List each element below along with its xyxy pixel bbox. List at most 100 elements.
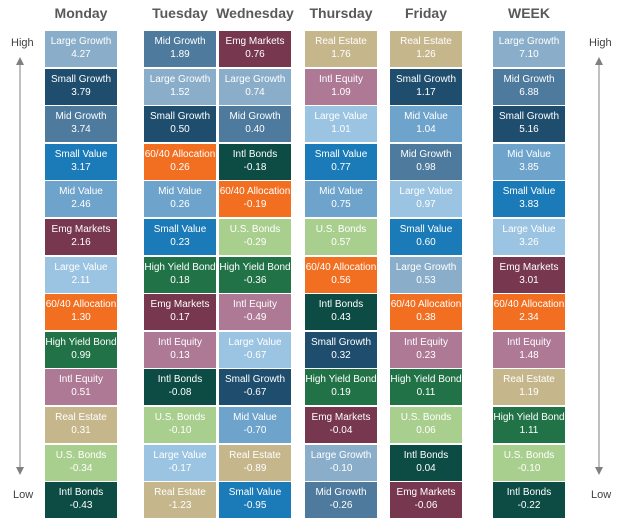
cell-thursday-5: Mid Value 0.75: [305, 181, 377, 218]
asset-name: 60/40 Allocation: [144, 148, 216, 160]
asset-name: Intl Bonds: [232, 148, 278, 160]
return-value: 1.17: [416, 86, 436, 98]
return-value: 0.53: [416, 274, 436, 286]
return-value: -0.29: [243, 237, 267, 248]
return-value: 6.88: [519, 86, 539, 98]
cell-wednesday-1: Emg Markets 0.76: [219, 31, 291, 67]
return-value: -0.95: [243, 500, 267, 512]
return-value: -0.17: [168, 462, 192, 474]
asset-name: Intl Equity: [233, 299, 277, 311]
return-value: 0.77: [331, 161, 351, 173]
cell-friday-11: U.S. Bonds 0.06: [390, 407, 462, 443]
cell-friday-9: Intl Equity 0.23: [390, 331, 462, 368]
cell-wednesday-11: Mid Value -0.70: [219, 407, 291, 443]
cell-week-4: Mid Value 3.85: [493, 143, 565, 180]
cell-week-11: High Yield Bond 1.11: [493, 407, 565, 443]
asset-name: Real Estate: [503, 374, 555, 386]
cell-tuesday-8: Emg Markets 0.17: [144, 294, 216, 331]
asset-name: Small Growth: [224, 374, 285, 386]
cell-friday-10: High Yield Bond 0.11: [390, 369, 462, 406]
asset-name: Emg Markets: [51, 224, 111, 235]
asset-name: Small Growth: [310, 336, 371, 348]
high-label-right: High: [589, 37, 612, 49]
return-value: 0.56: [331, 274, 351, 286]
asset-name: Small Growth: [498, 111, 559, 123]
asset-name: High Yield Bond: [305, 374, 377, 386]
cell-friday-3: Mid Value 1.04: [390, 106, 462, 143]
asset-name: Intl Bonds: [157, 374, 203, 386]
asset-name: Mid Value: [507, 148, 551, 160]
cell-tuesday-3: Small Growth 0.50: [144, 106, 216, 143]
asset-name: Large Growth: [149, 73, 211, 85]
cell-monday-13: Intl Bonds -0.43: [45, 482, 117, 518]
column-header-tuesday: Tuesday: [152, 5, 208, 21]
low-label-left: Low: [13, 489, 34, 501]
cell-thursday-8: Intl Bonds 0.43: [305, 294, 377, 331]
return-value: 1.04: [416, 124, 436, 136]
return-value: -0.70: [243, 425, 267, 436]
return-value: 2.46: [71, 199, 91, 211]
return-value: 3.85: [519, 161, 539, 173]
low-label-right: Low: [591, 489, 612, 501]
asset-name: 60/40 Allocation: [493, 299, 565, 311]
cell-friday-6: Small Value 0.60: [390, 219, 462, 255]
asset-name: Real Estate: [55, 412, 107, 423]
asset-name: 60/40 Allocation: [305, 261, 377, 273]
return-value: -0.67: [243, 387, 267, 399]
asset-name: Intl Bonds: [403, 449, 449, 461]
return-value: -0.18: [243, 161, 267, 173]
asset-name: Intl Bonds: [506, 487, 552, 499]
asset-name: Mid Value: [404, 111, 448, 123]
return-value: 0.26: [170, 199, 190, 211]
asset-name: Emg Markets: [499, 261, 559, 273]
return-value: 1.89: [170, 49, 190, 60]
cell-thursday-2: Intl Equity 1.09: [305, 68, 377, 105]
asset-name: Real Estate: [154, 487, 206, 499]
rank-arrow-right: [595, 57, 603, 475]
return-value: -0.26: [329, 500, 353, 512]
asset-name: 60/40 Allocation: [45, 299, 117, 311]
cell-monday-5: Mid Value 2.46: [45, 181, 117, 218]
cell-monday-10: Intl Equity 0.51: [45, 369, 117, 406]
column-header-week: WEEK: [508, 5, 550, 21]
asset-name: Emg Markets: [311, 412, 371, 423]
return-value: 0.23: [170, 237, 190, 248]
asset-name: Large Value: [153, 449, 207, 461]
return-value: 4.27: [71, 49, 91, 60]
cell-wednesday-13: Small Value -0.95: [219, 482, 291, 518]
column-header-thursday: Thursday: [309, 5, 373, 21]
asset-name: Small Value: [153, 224, 207, 235]
asset-name: Large Value: [54, 261, 108, 273]
cell-wednesday-9: Large Value -0.67: [219, 331, 291, 368]
cell-week-8: 60/40 Allocation 2.34: [493, 294, 565, 331]
return-value: 0.74: [245, 86, 265, 98]
return-value: 0.13: [170, 349, 190, 361]
asset-name: Intl Equity: [404, 336, 448, 348]
asset-name: Small Value: [314, 148, 368, 160]
cell-tuesday-5: Mid Value 0.26: [144, 181, 216, 218]
cell-friday-13: Emg Markets -0.06: [390, 482, 462, 518]
return-value: 1.19: [519, 387, 539, 399]
asset-name: Small Value: [228, 487, 282, 499]
cell-tuesday-1: Mid Growth 1.89: [144, 31, 216, 67]
return-value: 1.52: [170, 86, 190, 98]
asset-name: Large Growth: [310, 449, 372, 461]
return-value: -0.43: [69, 500, 93, 512]
cell-wednesday-8: Intl Equity -0.49: [219, 294, 291, 331]
cell-friday-1: Real Estate 1.26: [390, 31, 462, 67]
return-value: -1.23: [168, 500, 192, 512]
return-value: 2.16: [71, 237, 91, 248]
return-value: 0.04: [416, 462, 436, 474]
cell-tuesday-11: U.S. Bonds -0.10: [144, 407, 216, 443]
return-value: 0.50: [170, 124, 190, 136]
asset-name: High Yield Bond: [493, 412, 565, 423]
return-value: 0.32: [331, 349, 351, 361]
cell-week-2: Mid Growth 6.88: [493, 68, 565, 105]
return-value: 0.43: [331, 312, 351, 324]
asset-name: U.S. Bonds: [315, 224, 367, 235]
cell-monday-2: Small Growth 3.79: [45, 68, 117, 105]
asset-name: Intl Bonds: [58, 487, 104, 499]
return-value: 0.76: [245, 49, 265, 60]
asset-name: Mid Growth: [503, 73, 555, 85]
return-value: 0.26: [170, 161, 190, 173]
